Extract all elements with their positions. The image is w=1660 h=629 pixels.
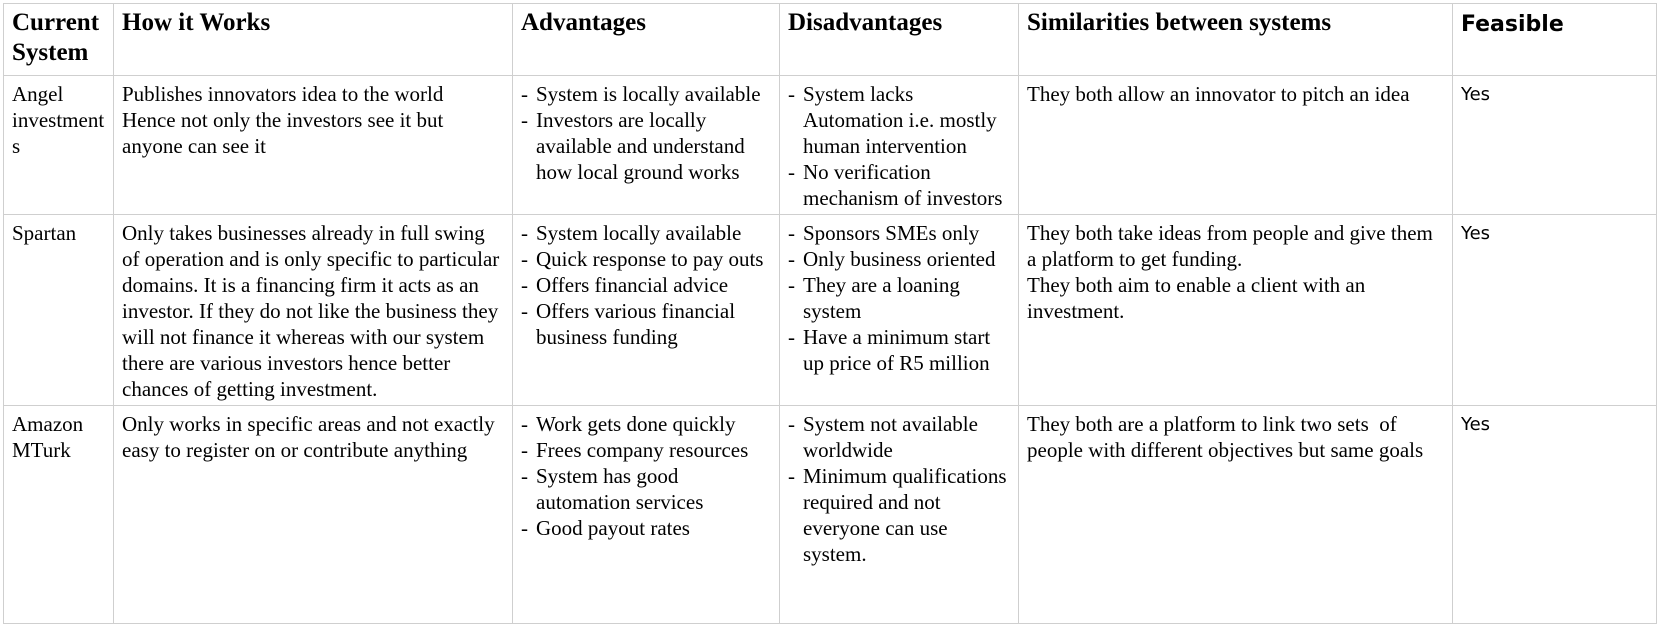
cell-similarities: They both allow an innovator to pitch an… [1018,75,1453,215]
header-similarities: Similarities between systems [1018,3,1453,76]
header-label: System [12,39,89,66]
list-item: Frees company resources [521,437,771,463]
disadvantages-list: System not available worldwide Minimum q… [788,411,1010,567]
header-current-system: Current System [3,3,114,76]
cell-feasible: Yes [1452,75,1657,215]
list-item: System is locally available [521,81,771,107]
system-line: s [12,134,21,158]
cell-advantages: System is locally available Investors ar… [512,75,780,215]
system-line: Angel [12,82,64,106]
list-item: Investors are locally available and unde… [521,107,771,185]
cell-system: Angel investment s [3,75,114,215]
system-line: Amazon [12,412,84,436]
list-item: System locally available [521,220,771,246]
how-line: anyone can see it [122,134,267,158]
header-feasible: Feasible [1452,3,1657,76]
disadvantages-list: Sponsors SMEs only Only business oriente… [788,220,1010,376]
cell-feasible: Yes [1452,405,1657,624]
header-disadvantages: Disadvantages [779,3,1019,76]
cell-similarities: They both take ideas from people and giv… [1018,214,1453,406]
list-item: They are a loaning system [788,272,1010,324]
system-line: MTurk [12,438,71,462]
advantages-list: Work gets done quickly Frees company res… [521,411,771,541]
list-item: Offers financial advice [521,272,771,298]
cell-feasible: Yes [1452,214,1657,406]
list-item: System lacks Automation i.e. mostly huma… [788,81,1010,159]
header-advantages: Advantages [512,3,780,76]
cell-advantages: System locally available Quick response … [512,214,780,406]
list-item: Work gets done quickly [521,411,771,437]
how-line: Hence not only the investors see it but [122,108,444,132]
comparison-table: Current System How it Works Advantages D… [3,3,1657,624]
header-row: Current System How it Works Advantages D… [3,3,1657,76]
table-row: Angel investment s Publishes innovators … [3,75,1657,215]
how-line: Only takes businesses already in full sw… [122,221,505,401]
table-row: Amazon MTurk Only works in specific area… [3,405,1657,624]
how-line: Only works in specific areas and not exa… [122,412,500,462]
disadvantages-list: System lacks Automation i.e. mostly huma… [788,81,1010,211]
cell-system: Amazon MTurk [3,405,114,624]
list-item: Sponsors SMEs only [788,220,1010,246]
cell-disadvantages: Sponsors SMEs only Only business oriente… [779,214,1019,406]
similarity-line: They both are a platform to link two set… [1027,412,1424,462]
advantages-list: System locally available Quick response … [521,220,771,350]
similarity-line: They both aim to enable a client with an… [1027,273,1371,323]
list-item: Good payout rates [521,515,771,541]
cell-how-it-works: Only works in specific areas and not exa… [113,405,513,624]
how-line: Publishes innovators idea to the world [122,82,444,106]
cell-similarities: They both are a platform to link two set… [1018,405,1453,624]
system-line: Spartan [12,221,77,245]
header-label: Current [12,9,100,36]
list-item: Only business oriented [788,246,1010,272]
list-item: Offers various financial business fundin… [521,298,771,350]
similarity-line: They both take ideas from people and giv… [1027,221,1439,271]
cell-how-it-works: Only takes businesses already in full sw… [113,214,513,406]
header-how-it-works: How it Works [113,3,513,76]
cell-how-it-works: Publishes innovators idea to the world H… [113,75,513,215]
list-item: Quick response to pay outs [521,246,771,272]
cell-system: Spartan [3,214,114,406]
cell-disadvantages: System not available worldwide Minimum q… [779,405,1019,624]
list-item: Minimum qualifications required and not … [788,463,1010,567]
list-item: No verification mechanism of investors [788,159,1010,211]
table-row: Spartan Only takes businesses already in… [3,214,1657,406]
similarity-line: They both allow an innovator to pitch an… [1027,82,1410,106]
list-item: System not available worldwide [788,411,1010,463]
cell-disadvantages: System lacks Automation i.e. mostly huma… [779,75,1019,215]
system-line: investment [12,108,105,132]
advantages-list: System is locally available Investors ar… [521,81,771,185]
list-item: Have a minimum start up price of R5 mill… [788,324,1010,376]
list-item: System has good automation services [521,463,771,515]
cell-advantages: Work gets done quickly Frees company res… [512,405,780,624]
